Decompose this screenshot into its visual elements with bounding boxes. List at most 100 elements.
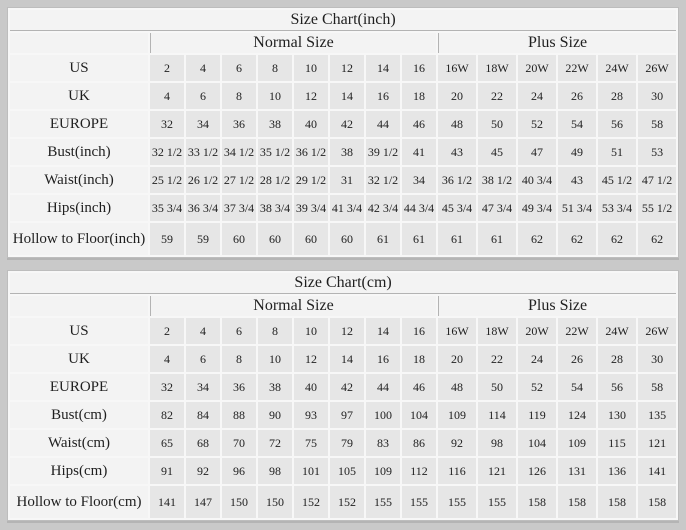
size-cell: 42: [330, 374, 364, 400]
size-cell: 49 3/4: [518, 195, 556, 221]
size-cell: 36: [222, 374, 256, 400]
size-cell: 44 3/4: [402, 195, 436, 221]
size-cell: 104: [402, 402, 436, 428]
size-cell: 12: [330, 55, 364, 81]
size-cell: 52: [518, 111, 556, 137]
size-cell: 16W: [438, 55, 476, 81]
size-cell: 47: [518, 139, 556, 165]
size-cell: 141: [638, 458, 677, 484]
size-cell: 20W: [518, 318, 556, 344]
size-cell: 16: [402, 318, 436, 344]
size-cell: 98: [478, 430, 516, 456]
size-cell: 62: [518, 223, 556, 255]
size-cell: 109: [438, 402, 476, 428]
size-cell: 152: [294, 486, 328, 518]
size-cell: 40 3/4: [518, 167, 556, 193]
table-row: UK 4 6 8 10 12 14 16 18 20 22 24 26 28 30: [10, 83, 677, 109]
size-cell: 8: [258, 318, 292, 344]
size-cell: 24: [518, 83, 556, 109]
size-cell: 53 3/4: [598, 195, 636, 221]
size-cell: 155: [402, 486, 436, 518]
table-title: Size Chart(inch): [10, 10, 677, 31]
size-cell: 92: [186, 458, 220, 484]
size-cell: 10: [294, 318, 328, 344]
size-cell: 61: [402, 223, 436, 255]
size-cell: 90: [258, 402, 292, 428]
size-cell: 135: [638, 402, 677, 428]
size-cell: 20W: [518, 55, 556, 81]
size-cell: 22: [478, 346, 516, 372]
size-cell: 10: [258, 346, 292, 372]
size-cell: 42 3/4: [366, 195, 400, 221]
size-cell: 46: [402, 374, 436, 400]
size-cell: 4: [150, 346, 184, 372]
size-cell: 61: [478, 223, 516, 255]
size-cell: 14: [366, 55, 400, 81]
size-cell: 34: [186, 374, 220, 400]
corner-cell: [10, 33, 148, 53]
size-cell: 158: [558, 486, 596, 518]
size-cell: 6: [186, 83, 220, 109]
size-cell: 40: [294, 374, 328, 400]
size-cell: 62: [598, 223, 636, 255]
size-cell: 28: [598, 83, 636, 109]
group-header-row: Normal Size Plus Size: [10, 33, 677, 53]
size-cell: 26 1/2: [186, 167, 220, 193]
size-cell: 50: [478, 111, 516, 137]
size-cell: 39 1/2: [366, 139, 400, 165]
size-cell: 43: [438, 139, 476, 165]
size-cell: 48: [438, 111, 476, 137]
size-cell: 32 1/2: [150, 139, 184, 165]
row-label: UK: [10, 83, 148, 109]
size-cell: 131: [558, 458, 596, 484]
size-cell: 18W: [478, 55, 516, 81]
size-cell: 26W: [638, 318, 677, 344]
size-cell: 22W: [558, 318, 596, 344]
size-cell: 155: [478, 486, 516, 518]
size-cell: 152: [330, 486, 364, 518]
size-cell: 150: [258, 486, 292, 518]
size-cell: 18: [402, 346, 436, 372]
size-cell: 38 1/2: [478, 167, 516, 193]
size-cell: 61: [366, 223, 400, 255]
size-cell: 36 1/2: [294, 139, 328, 165]
size-cell: 30: [638, 346, 677, 372]
size-table-body: US 2 4 6 8 10 12 14 16 16W 18W 20W 22W 24W 26W UK 4 6 8 10 1…: [10, 318, 677, 518]
table-header: Size Chart(inch) Normal Size Plus Size: [10, 10, 677, 53]
table-row: US 2 4 6 8 10 12 14 16 16W 18W 20W 22W 24W 26W: [10, 318, 677, 344]
size-cell: 45 1/2: [598, 167, 636, 193]
size-cell: 155: [366, 486, 400, 518]
size-cell: 47 1/2: [638, 167, 677, 193]
table-title: Size Chart(cm): [10, 273, 677, 294]
size-cell: 32: [150, 374, 184, 400]
size-cell: 97: [330, 402, 364, 428]
size-cell: 22: [478, 83, 516, 109]
size-table-inch: Size Chart(inch) Normal Size Plus Size U…: [8, 8, 678, 257]
size-cell: 26: [558, 346, 596, 372]
table-row: Bust(inch) 32 1/2 33 1/2 34 1/2 35 1/2 36 1/2…: [10, 139, 677, 165]
size-cell: 31: [330, 167, 364, 193]
size-cell: 158: [598, 486, 636, 518]
size-cell: 121: [478, 458, 516, 484]
size-cell: 12: [294, 83, 328, 109]
size-cell: 43: [558, 167, 596, 193]
size-cell: 27 1/2: [222, 167, 256, 193]
size-cell: 18: [402, 83, 436, 109]
size-cell: 114: [478, 402, 516, 428]
table-row: Hips(inch) 35 3/4 36 3/4 37 3/4 38 3/4 39 3/4…: [10, 195, 677, 221]
row-label: Bust(cm): [10, 402, 148, 428]
size-cell: 6: [222, 55, 256, 81]
size-cell: 36 3/4: [186, 195, 220, 221]
size-cell: 60: [222, 223, 256, 255]
size-cell: 33 1/2: [186, 139, 220, 165]
size-cell: 37 3/4: [222, 195, 256, 221]
size-cell: 35 1/2: [258, 139, 292, 165]
table-row: US 2 4 6 8 10 12 14 16 16W 18W 20W 22W 24W 26W: [10, 55, 677, 81]
row-label: UK: [10, 346, 148, 372]
size-cell: 93: [294, 402, 328, 428]
title-row: Size Chart(cm): [10, 273, 677, 294]
size-cell: 28: [598, 346, 636, 372]
size-cell: 130: [598, 402, 636, 428]
size-cell: 2: [150, 318, 184, 344]
size-cell: 53: [638, 139, 677, 165]
